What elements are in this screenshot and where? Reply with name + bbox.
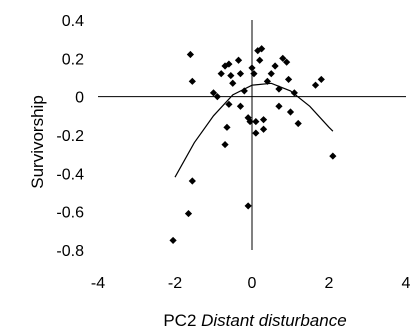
- fit-curve: [174, 82, 334, 178]
- data-point: [267, 70, 275, 78]
- data-point: [290, 89, 298, 97]
- data-point: [317, 75, 325, 84]
- data-point: [329, 152, 337, 160]
- data-point: [258, 45, 266, 53]
- data-point: [240, 87, 248, 95]
- data-point: [236, 102, 245, 110]
- x-tick-label: 2: [325, 275, 334, 292]
- data-point: [256, 56, 264, 64]
- data-point: [244, 114, 252, 122]
- x-tick-label: -2: [168, 275, 182, 292]
- data-point: [225, 100, 233, 108]
- y-tick-label: -0.4: [56, 166, 84, 183]
- y-tick-label: -0.8: [56, 243, 84, 260]
- data-point: [234, 56, 243, 64]
- data-point: [184, 209, 193, 218]
- data-point: [223, 123, 231, 131]
- data-point: [188, 177, 196, 185]
- y-tick-label: -0.6: [56, 205, 84, 222]
- x-tick-label: 4: [402, 275, 411, 292]
- data-point: [284, 75, 293, 84]
- axes: 0.4 0.2 0 -0.2 -0.4 -0.6 -0.8 -4 -2 0 2 4: [56, 13, 410, 292]
- data-point: [252, 129, 260, 137]
- data-point: [213, 93, 221, 101]
- x-tick-label: -4: [91, 275, 105, 292]
- data-point: [221, 140, 229, 149]
- data-point: [275, 102, 283, 110]
- data-point: [263, 77, 271, 85]
- x-tick-label: 0: [248, 275, 257, 292]
- data-point: [188, 77, 196, 85]
- y-tick-label: 0.2: [62, 51, 84, 68]
- data-point: [271, 62, 279, 70]
- data-point: [169, 236, 177, 245]
- data-point: [283, 58, 291, 66]
- data-point: [248, 64, 256, 72]
- data-point: [275, 85, 283, 93]
- data-point: [279, 54, 287, 62]
- y-tick-label: 0.4: [62, 13, 84, 30]
- data-point: [259, 125, 268, 133]
- data-point: [259, 116, 268, 124]
- data-point: [217, 70, 225, 78]
- data-point: [311, 81, 320, 89]
- data-point: [254, 47, 262, 55]
- data-point: [246, 117, 254, 126]
- data-point: [286, 108, 295, 116]
- data-point: [229, 79, 237, 87]
- data-point: [225, 60, 233, 68]
- data-point: [252, 117, 260, 126]
- data-point: [236, 70, 245, 78]
- data-point: [186, 50, 194, 59]
- data-point: [244, 202, 252, 210]
- marks: [169, 45, 337, 245]
- y-tick-label: -0.2: [56, 128, 84, 145]
- x-axis-title: PC2 Distant disturbance: [163, 311, 346, 330]
- data-point: [294, 119, 302, 128]
- y-axis-title: Survivorship: [28, 95, 47, 189]
- data-point: [227, 71, 235, 80]
- y-tick-label: 0: [75, 90, 84, 107]
- data-point: [209, 89, 218, 97]
- data-point: [250, 70, 258, 78]
